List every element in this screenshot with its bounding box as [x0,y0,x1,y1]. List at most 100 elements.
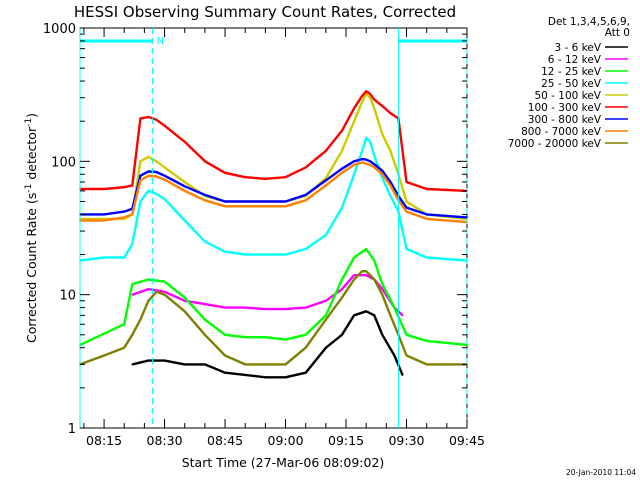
series-point-3 [103,256,105,259]
series-point-8 [369,274,372,277]
series-line-6 [80,157,468,219]
series-point-2 [131,283,134,286]
series-point-5 [139,117,142,120]
series-point-8 [183,310,186,313]
series-point-5 [405,181,408,183]
series-point-3 [381,177,384,179]
series-point-0 [244,374,247,376]
series-point-6 [155,171,158,174]
series-point-2 [264,336,267,339]
series-point-1 [131,293,134,296]
series-point-2 [123,323,126,326]
series-point-7 [244,205,247,208]
series-point-5 [244,176,247,179]
series-line-0 [132,310,404,379]
series-point-0 [224,371,226,374]
series-point-3 [405,248,408,250]
series-point-2 [304,333,307,336]
legend-label: 7000 - 20000 keV [508,138,602,150]
series-point-3 [341,206,343,209]
chart-title: HESSI Observing Summary Count Rates, Cor… [74,3,456,21]
series-point-4 [324,177,327,179]
legend-header-line: Det 1,3,4,5,6,9, [548,16,630,28]
series-point-2 [405,333,408,336]
x-tick-label: 09:45 [449,433,485,448]
series-point-0 [381,333,384,336]
series-point-5 [324,149,327,152]
series-point-6 [284,200,287,203]
legend-label: 100 - 300 keV [528,102,602,114]
series-point-1 [183,299,186,302]
series-point-8 [389,314,392,317]
series-point-5 [155,118,158,121]
series-point-8 [163,293,166,296]
y-axis-label-sup2: -1 [24,118,34,127]
series-point-6 [425,213,428,216]
series-point-8 [103,354,105,357]
legend-label: 50 - 100 keV [534,90,601,102]
series-point-6 [183,185,186,188]
series-point-0 [147,359,150,362]
series-point-8 [244,363,247,366]
series-point-1 [244,306,247,309]
series-point-3 [139,200,142,203]
series-point-7 [155,175,158,178]
series-point-1 [401,314,404,317]
series-point-8 [147,299,150,302]
series-point-3 [244,253,247,256]
x-tick-label: 08:30 [147,433,183,448]
series-point-7 [373,166,376,169]
series-point-2 [183,296,186,299]
series-point-5 [365,90,368,93]
series-point-0 [365,310,368,313]
series-point-5 [264,177,267,180]
series-point-0 [284,376,287,379]
series-line-3 [79,136,468,262]
series-point-4 [389,149,392,152]
series-point-3 [224,250,226,253]
series-point-7 [361,161,364,164]
series-point-5 [389,112,392,115]
x-tick-label: 08:15 [86,433,122,448]
legend-label: 25 - 50 keV [541,78,602,90]
series-point-8 [284,363,287,366]
series-point-5 [373,98,376,101]
series-point-7 [389,184,392,187]
series-point-6 [341,167,343,170]
series-point-8 [365,270,368,273]
series-line-2 [79,247,468,347]
series-point-7 [369,164,372,166]
series-point-1 [353,274,355,277]
series-point-6 [147,170,150,173]
plot-frame [79,27,468,429]
series-point-6 [405,206,408,209]
y-tick-label: 1000 [43,22,76,37]
series-point-8 [405,354,408,357]
series-line-5 [80,90,468,193]
series-point-5 [131,184,134,187]
series-point-7 [353,164,355,166]
series-point-4 [369,96,372,99]
series-point-7 [341,171,343,174]
series-point-7 [139,179,142,182]
series-point-2 [203,318,206,321]
series-point-8 [425,363,428,366]
series-point-1 [224,306,226,309]
y-tick-label: 1 [68,422,76,437]
series-point-1 [304,306,307,309]
series-point-0 [304,371,307,374]
legend-header-line: Att 0 [605,27,630,39]
x-tick-label: 09:30 [388,433,424,448]
x-tick-label: 08:45 [207,433,243,448]
series-point-0 [353,314,355,317]
series-point-5 [341,129,343,132]
night-label: N [156,36,163,47]
series-point-7 [163,178,166,181]
series-point-2 [365,248,368,250]
series-point-8 [264,363,267,366]
series-point-4 [381,133,384,136]
series-point-6 [389,181,392,183]
series-point-3 [264,253,267,256]
